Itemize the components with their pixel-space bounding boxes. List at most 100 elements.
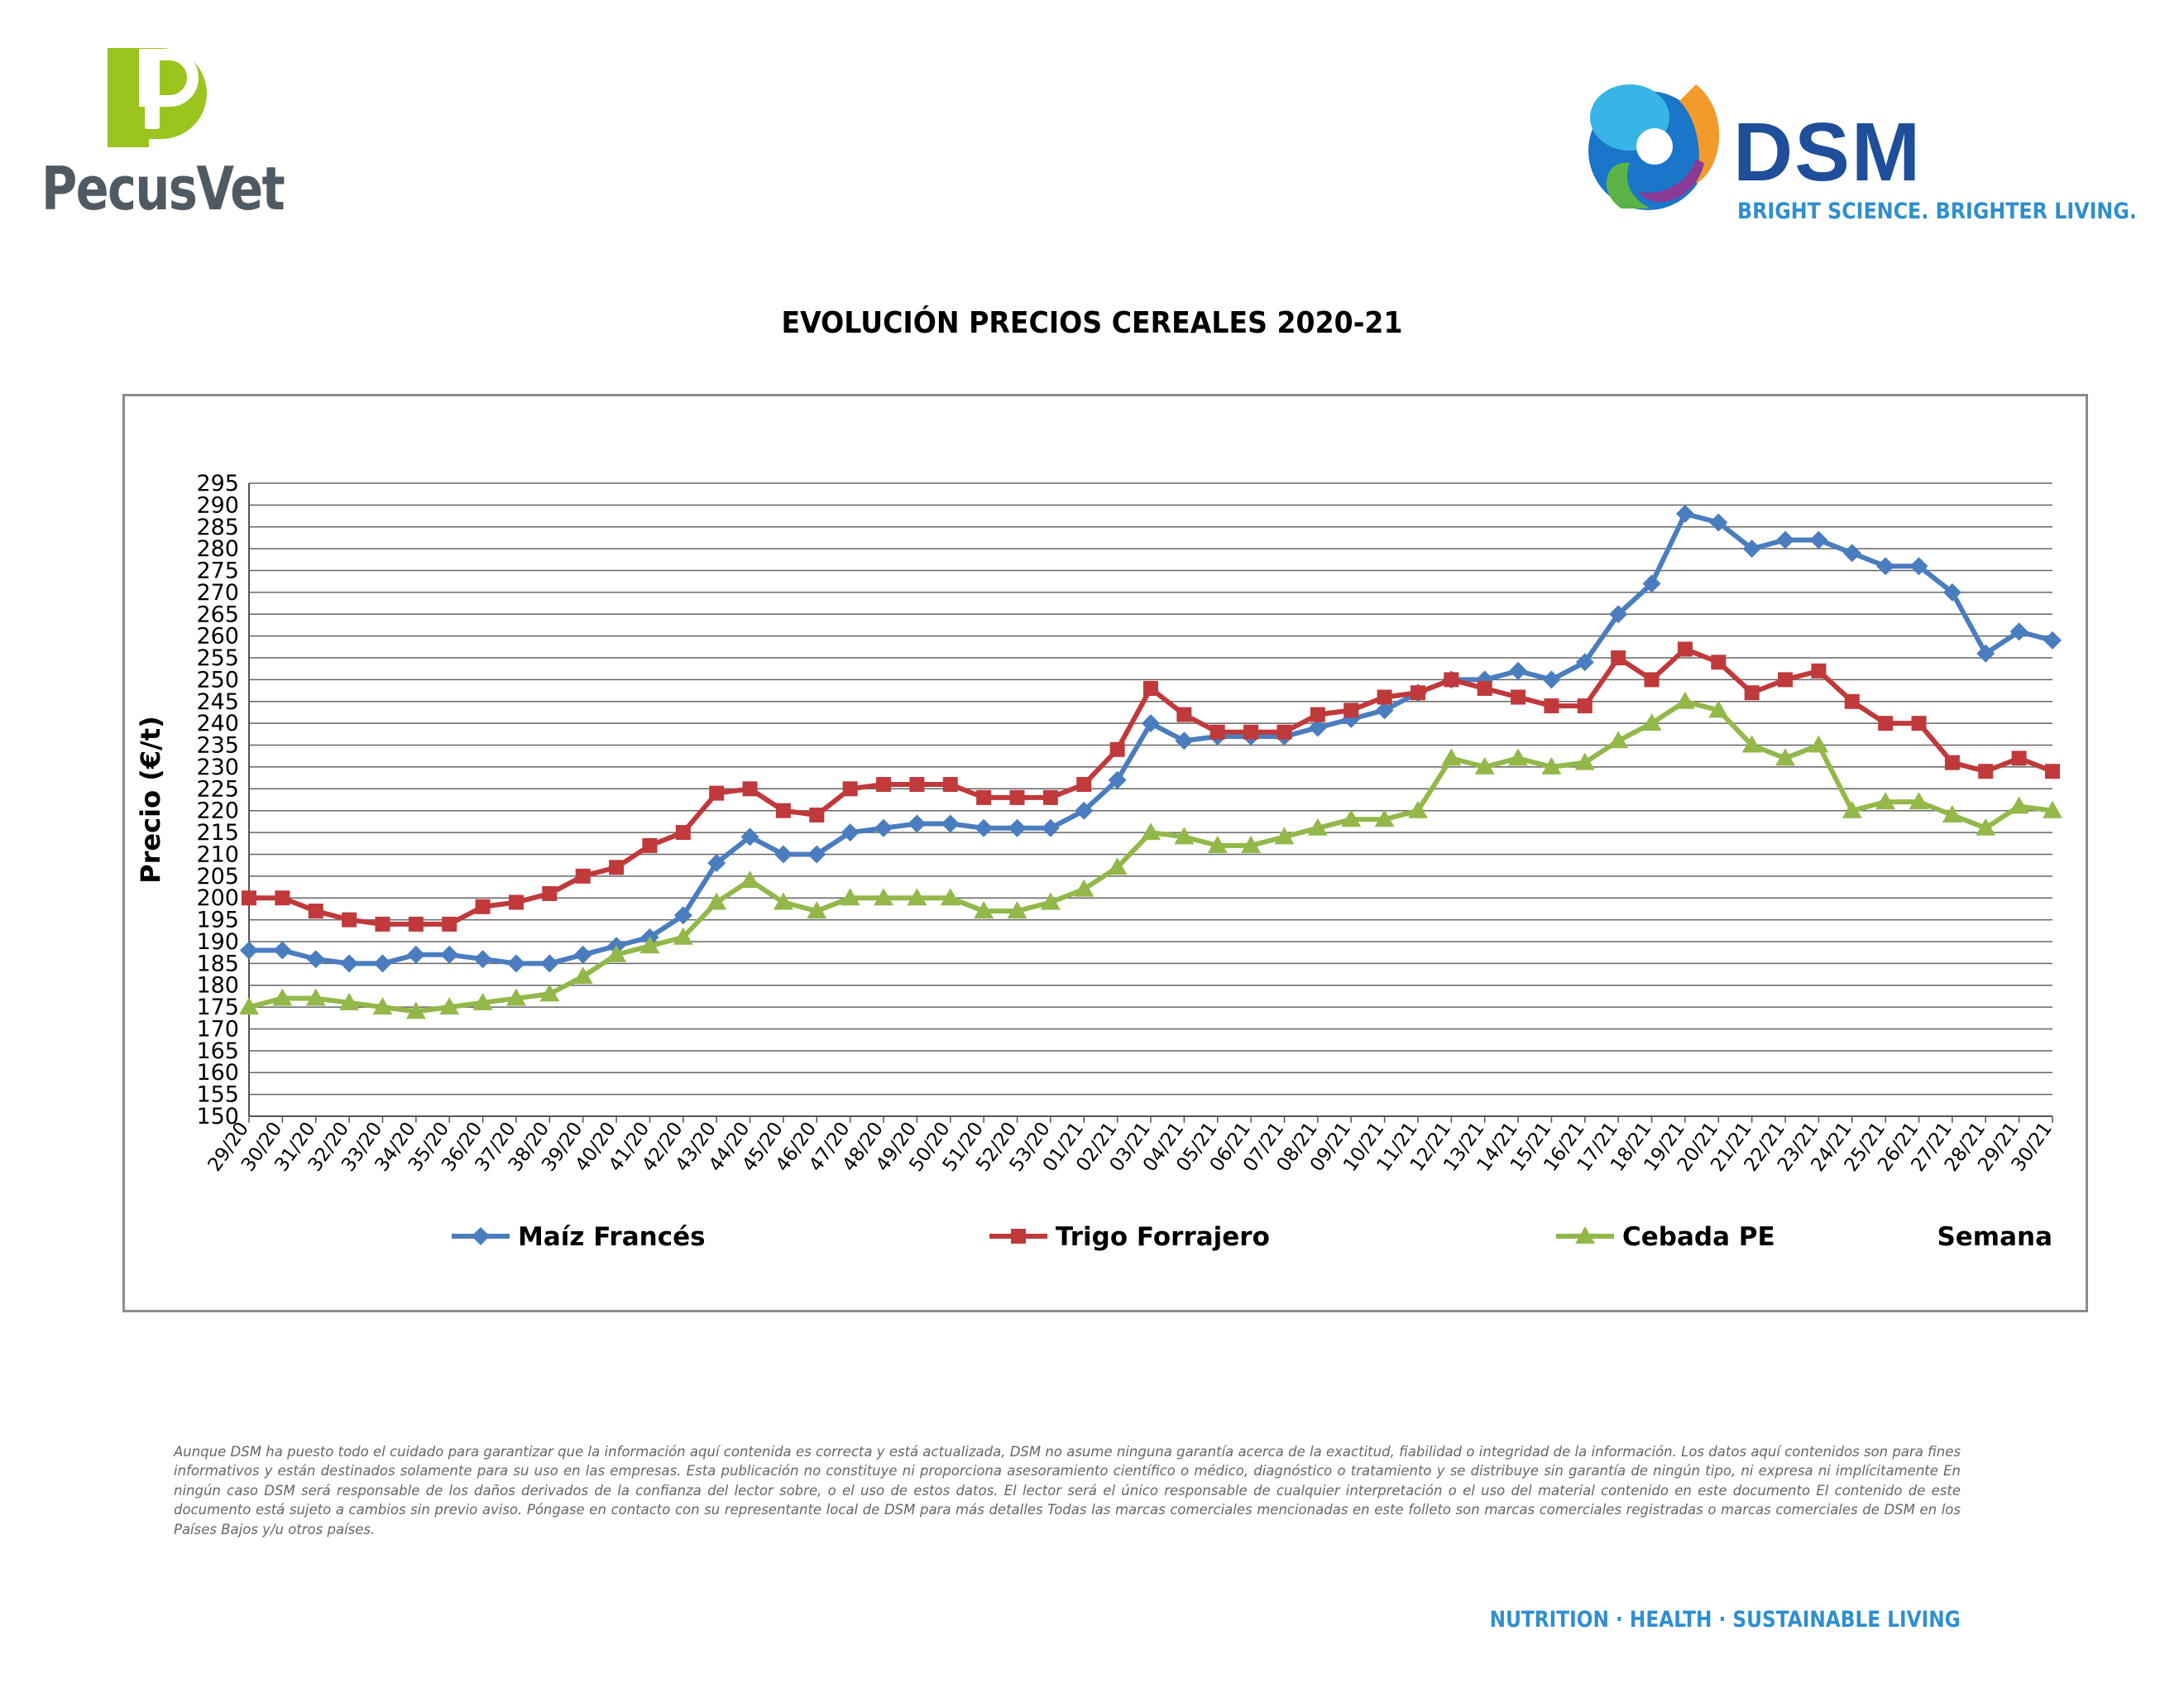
data-point-series-2 (1276, 724, 1292, 740)
data-point-series-3 (1174, 827, 1195, 845)
data-point-series-3 (807, 901, 827, 919)
data-point-series-3 (1641, 713, 1662, 731)
data-point-series-1 (573, 945, 592, 964)
data-point-series-2 (876, 777, 892, 793)
data-point-series-2 (775, 803, 791, 818)
data-point-series-2 (1444, 672, 1459, 688)
data-point-series-3 (1508, 748, 1529, 766)
data-point-series-3 (874, 888, 894, 906)
data-point-series-3 (1407, 800, 1428, 818)
data-point-series-2 (1577, 698, 1592, 714)
data-point-series-3 (1842, 800, 1862, 818)
y-tick-label: 150 (196, 1104, 239, 1129)
y-tick-label: 250 (196, 667, 239, 693)
y-tick-label: 265 (196, 602, 239, 627)
data-point-series-1 (1308, 718, 1327, 737)
y-tick-label: 195 (196, 908, 239, 933)
data-point-series-3 (1040, 892, 1061, 910)
data-point-series-2 (242, 890, 256, 906)
data-point-series-2 (575, 868, 591, 884)
data-point-series-3 (1942, 804, 1962, 822)
legend-label: Cebada PE (1622, 1222, 1775, 1252)
data-point-series-3 (1741, 735, 1762, 753)
data-point-series-3 (239, 997, 259, 1015)
data-point-series-3 (740, 870, 760, 889)
data-point-series-2 (976, 789, 992, 805)
data-point-series-1 (1375, 701, 1394, 720)
data-point-series-3 (2009, 796, 2029, 814)
data-point-series-1 (1842, 544, 1861, 563)
data-point-series-1 (1041, 818, 1060, 837)
y-axis-label: Precio (€/t) (135, 716, 166, 884)
data-point-series-3 (639, 936, 660, 954)
data-point-series-1 (406, 945, 425, 964)
data-point-series-3 (339, 992, 360, 1010)
pecusvet-mark-icon (108, 48, 207, 147)
data-point-series-2 (1410, 685, 1425, 701)
data-point-series-1 (1142, 714, 1160, 733)
data-point-series-3 (1207, 835, 1228, 853)
data-point-series-1 (540, 954, 559, 973)
data-point-series-1 (340, 954, 359, 973)
data-point-series-2 (942, 777, 958, 793)
data-point-series-2 (1310, 707, 1325, 722)
data-point-series-3 (1909, 792, 1929, 810)
chart-frame: 150 155 160 165 170 175 180 185 190 195 200 205 210 2… (122, 394, 2088, 1312)
legend-marker (1011, 1229, 1026, 1244)
data-point-series-2 (1644, 672, 1660, 688)
legend-marker (472, 1227, 490, 1245)
data-point-series-3 (505, 988, 526, 1006)
y-tick-label: 155 (196, 1082, 239, 1108)
data-point-series-3 (272, 988, 293, 1006)
data-point-series-3 (572, 966, 593, 985)
y-tick-label: 275 (196, 559, 239, 584)
data-point-series-2 (2045, 764, 2060, 779)
line-chart: 1501551601651701751801851901952002052102… (135, 471, 2062, 1252)
data-point-series-1 (240, 941, 258, 960)
disclaimer-text: Aunque DSM ha puesto todo el cuidado par… (174, 1444, 1961, 1537)
data-point-series-1 (774, 845, 793, 864)
data-point-series-1 (975, 818, 994, 837)
y-tick-label: 190 (196, 929, 239, 955)
data-point-series-3 (1441, 748, 1462, 766)
data-point-series-1 (1675, 504, 1694, 523)
data-point-series-2 (1009, 789, 1025, 805)
data-point-series-2 (508, 894, 524, 910)
data-point-series-2 (442, 916, 457, 932)
y-tick-label: 205 (196, 864, 239, 890)
data-point-series-3 (1608, 731, 1629, 749)
data-point-series-2 (1811, 663, 1827, 679)
data-point-series-3 (940, 888, 960, 906)
data-point-series-1 (2043, 631, 2062, 650)
data-point-series-1 (306, 950, 325, 969)
data-point-series-2 (709, 785, 725, 801)
data-point-series-2 (609, 860, 625, 875)
data-point-series-2 (1243, 724, 1259, 740)
data-point-series-1 (908, 814, 927, 833)
data-point-series-2 (1076, 777, 1092, 793)
data-point-series-2 (1042, 789, 1058, 805)
data-point-series-3 (1875, 792, 1896, 810)
y-tick-label: 175 (196, 995, 239, 1020)
data-point-series-3 (1474, 756, 1495, 774)
data-point-series-2 (342, 912, 357, 928)
data-point-series-2 (375, 916, 390, 932)
data-point-series-1 (1742, 539, 1761, 559)
data-point-series-2 (475, 899, 491, 914)
legend-marker (1575, 1226, 1595, 1244)
data-point-series-2 (642, 837, 658, 853)
data-point-series-1 (506, 954, 525, 973)
y-tick-label: 270 (196, 580, 239, 606)
footer-slogan: NUTRITION · HEALTH · SUSTAINABLE LIVING (1489, 1607, 1961, 1633)
y-tick-label: 255 (196, 645, 239, 671)
data-point-series-2 (1176, 707, 1192, 722)
data-point-series-1 (1809, 530, 1828, 549)
y-tick-label: 235 (196, 733, 239, 759)
data-point-series-3 (1775, 748, 1796, 766)
data-point-series-1 (1008, 818, 1027, 837)
data-point-series-3 (372, 997, 393, 1015)
y-tick-label: 295 (196, 471, 239, 496)
data-point-series-2 (842, 781, 858, 797)
data-point-series-2 (1477, 680, 1492, 696)
data-point-series-1 (1976, 644, 1995, 663)
